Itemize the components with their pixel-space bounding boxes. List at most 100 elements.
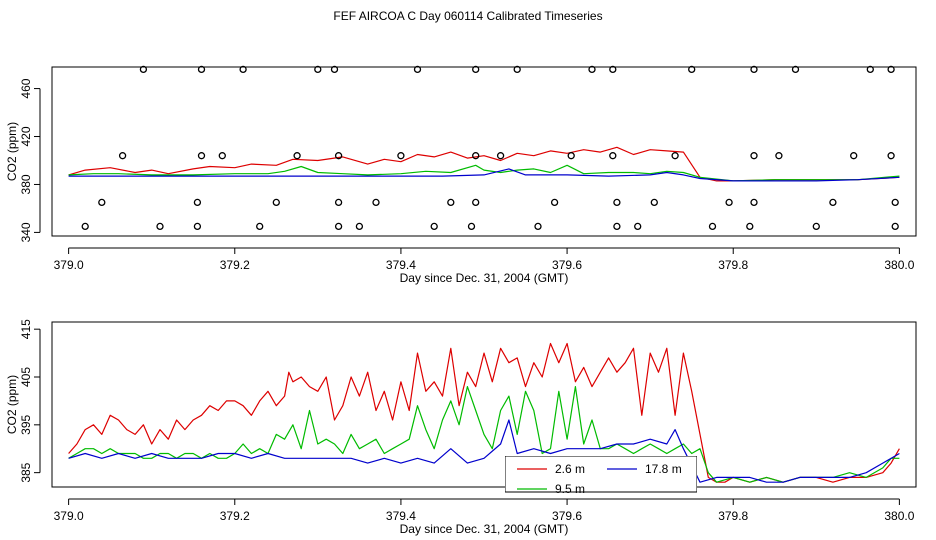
calibration-marker [634, 222, 642, 231]
calibration-marker [397, 152, 405, 160]
y-tick-label: 415 [19, 319, 33, 339]
calibration-marker [447, 198, 455, 207]
calibration-marker [725, 198, 733, 207]
calibration-marker [746, 222, 754, 231]
calibration-marker [775, 152, 783, 160]
calibration-marker [372, 198, 380, 207]
calibration-marker [567, 152, 575, 160]
series-line-9-5-m [68, 386, 900, 483]
plot-frame [51, 321, 917, 488]
calibration-marker [750, 152, 758, 160]
x-tick-label: 380.0 [884, 258, 914, 272]
legend-content: 2.6 m 9.5 m 17.8 m [505, 456, 697, 496]
calibration-marker [334, 222, 343, 231]
y-tick-label: 420 [19, 126, 33, 146]
y-tick-label: 340 [19, 222, 33, 242]
series-line-17-8-m [68, 168, 900, 182]
calibration-marker [472, 65, 480, 74]
x-tick-label: 379.4 [386, 258, 416, 272]
y-tick-label: 460 [19, 78, 33, 98]
calibration-marker [496, 152, 505, 160]
calibration-marker [688, 65, 696, 74]
chart-main-title: FEF AIRCOA C Day 060114 Calibrated Times… [333, 9, 603, 23]
calibration-marker [887, 65, 895, 74]
calibration-marker [330, 65, 339, 74]
calibration-marker [891, 198, 899, 207]
series-line-2-6-m [68, 146, 900, 182]
calibration-marker [550, 198, 559, 207]
calibration-marker [472, 152, 480, 160]
calibration-marker [193, 198, 202, 207]
calibration-marker [430, 222, 438, 231]
x-tick-label: 379.4 [386, 509, 416, 523]
calibration-marker [81, 222, 89, 231]
calibration-marker [467, 222, 476, 231]
x-axis-label: Day since Dec. 31, 2004 (GMT) [400, 522, 569, 536]
y-tick-label: 395 [19, 414, 33, 434]
calibration-marker [887, 152, 895, 160]
calibration-marker [334, 152, 343, 160]
y-tick-label: 385 [19, 462, 33, 482]
legend: 2.6 m 9.5 m 17.8 m [505, 456, 697, 496]
y-axis-label: CO2 (ppm) [5, 375, 19, 434]
calibration-marker [413, 65, 422, 74]
calibration-marker [314, 65, 322, 74]
legend-entry-label: 9.5 m [555, 482, 585, 496]
calibration-marker [98, 198, 106, 207]
calibration-marker [218, 152, 226, 160]
calibration-marker [812, 222, 820, 231]
calibration-marker [613, 222, 621, 231]
y-tick-label: 380 [19, 174, 33, 194]
y-tick-label: 405 [19, 367, 33, 387]
calibration-marker [193, 222, 202, 231]
calibration-marker [197, 152, 206, 160]
calibration-marker [139, 65, 148, 74]
x-tick-label: 380.0 [884, 509, 914, 523]
calibration-marker [609, 65, 617, 74]
calibration-marker [513, 65, 521, 74]
calibration-marker [708, 222, 717, 231]
calibration-marker [118, 152, 127, 160]
x-tick-label: 379.2 [220, 509, 250, 523]
x-tick-label: 379.6 [552, 258, 582, 272]
calibration-marker [850, 152, 858, 160]
x-tick-label: 379.0 [54, 258, 84, 272]
y-axis-label: CO2 (ppm) [5, 122, 19, 181]
calibration-marker [650, 198, 658, 207]
series-line-17-8-m [68, 419, 900, 483]
legend-entry-label: 2.6 m [555, 462, 585, 476]
calibration-marker [671, 152, 679, 160]
calibration-marker [239, 65, 247, 74]
calibration-marker [891, 222, 899, 231]
legend-entry-label: 17.8 m [645, 462, 682, 476]
x-tick-label: 379.0 [54, 509, 84, 523]
calibration-marker [256, 222, 264, 231]
calibration-marker [750, 65, 758, 74]
x-tick-label: 379.2 [220, 258, 250, 272]
x-tick-label: 379.8 [718, 258, 748, 272]
calibration-marker [197, 65, 206, 74]
top-panel-plot: 379.0 379.2 379.4 379.6 379.8 380.0 Day since … [5, 65, 917, 285]
calibration-marker [334, 198, 343, 207]
calibration-marker [829, 198, 837, 207]
series-line-2-6-m [68, 342, 900, 483]
calibration-marker [791, 65, 800, 74]
x-tick-label: 379.6 [552, 509, 582, 523]
series-line-9-5-m [68, 164, 900, 182]
calibration-marker [472, 198, 480, 207]
calibration-marker [866, 65, 874, 74]
calibration-marker [613, 198, 621, 207]
calibration-marker [609, 152, 617, 160]
calibration-marker [588, 65, 596, 74]
calibration-marker [156, 222, 164, 231]
calibration-marker [750, 198, 758, 207]
plot-frame [51, 66, 917, 237]
x-tick-label: 379.8 [718, 509, 748, 523]
legend-box [505, 456, 697, 493]
x-axis-label: Day since Dec. 31, 2004 (GMT) [400, 271, 569, 285]
calibration-marker [293, 152, 301, 160]
calibration-marker [272, 198, 280, 207]
calibration-marker [534, 222, 542, 231]
calibration-marker [355, 222, 364, 231]
bottom-panel-plot: 379.0 379.2 379.4 379.6 379.8 380.0 Day since … [5, 319, 917, 536]
